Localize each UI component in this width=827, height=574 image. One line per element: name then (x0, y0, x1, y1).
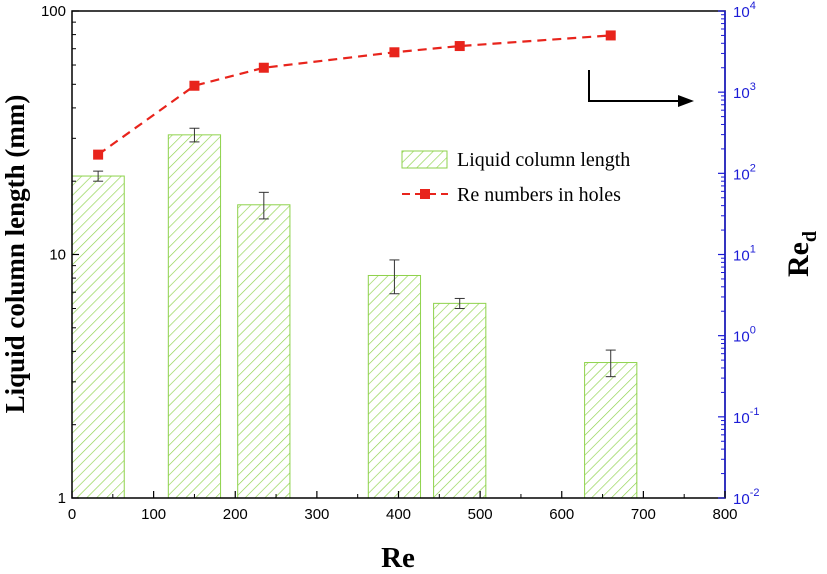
bar (237, 204, 291, 499)
y2-tick-base: 10 (733, 248, 750, 265)
data-point (189, 80, 200, 91)
y2-tick-exponent: 4 (750, 0, 756, 12)
y2-tick-label: 10-2 (733, 487, 759, 508)
bar (433, 302, 487, 499)
y2-tick-label: 104 (733, 0, 756, 21)
y2-tick-exponent: 3 (750, 81, 756, 93)
bar (167, 134, 222, 499)
y2-tick-base: 10 (733, 85, 750, 102)
y-axis-title: Liquid column length (mm) (0, 95, 30, 414)
y2-tick-base: 10 (733, 410, 750, 427)
y2-tick-label: 103 (733, 81, 756, 102)
y2-axis-title: Red (782, 231, 821, 277)
x-tick-label: 400 (386, 506, 411, 523)
y2-tick-base: 10 (733, 491, 750, 508)
y2-tick-label: 101 (733, 244, 756, 265)
y2-tick-label: 102 (733, 162, 756, 183)
x-tick-label: 0 (68, 506, 76, 523)
data-point (605, 30, 616, 41)
y2-tick-exponent: -1 (750, 406, 760, 418)
y2-tick-label: 100 (733, 325, 756, 346)
y2-tick-exponent: 1 (750, 244, 756, 256)
x-tick-label: 800 (712, 506, 737, 523)
legend-swatch-bars (401, 150, 448, 169)
line-series-layer (93, 30, 616, 160)
y-tick-label: 10 (49, 247, 66, 264)
y2-tick-label: 10-1 (733, 406, 759, 427)
y2-tick-exponent: -2 (750, 487, 760, 499)
data-point (389, 47, 400, 58)
bar (584, 362, 638, 499)
data-point (454, 41, 465, 52)
x-tick-label: 500 (468, 506, 493, 523)
legend-label-line: Re numbers in holes (457, 184, 621, 206)
series-line (97, 34, 611, 156)
y-tick-label: 1 (58, 490, 66, 507)
x-axis: 0 100 200 300 400 500 600 700 800 (68, 491, 738, 523)
bar (367, 274, 422, 499)
legend: Liquid column length Re numbers in holes (401, 149, 630, 206)
x-tick-label: 600 (549, 506, 574, 523)
x-tick-label: 300 (304, 506, 329, 523)
x-tick-label: 200 (223, 506, 248, 523)
y2-tick-base: 10 (733, 4, 750, 21)
y2-tick-base: 10 (733, 166, 750, 183)
data-point (93, 149, 104, 160)
y2-tick-exponent: 2 (750, 162, 756, 174)
legend-label-bars: Liquid column length (457, 149, 630, 171)
x-axis-title: Re (381, 542, 415, 574)
y-tick-label: 100 (41, 3, 66, 20)
error-bars-layer (93, 127, 616, 378)
annotation-arrow (588, 70, 694, 107)
data-point (258, 62, 269, 73)
y2-tick-exponent: 0 (750, 325, 756, 337)
x-tick-label: 700 (631, 506, 656, 523)
y-axis-left: 1 10 100 (41, 3, 79, 507)
x-tick-label: 100 (141, 506, 166, 523)
y2-tick-base: 10 (733, 329, 750, 346)
bar (71, 175, 125, 499)
legend-swatch-marker (420, 189, 430, 199)
